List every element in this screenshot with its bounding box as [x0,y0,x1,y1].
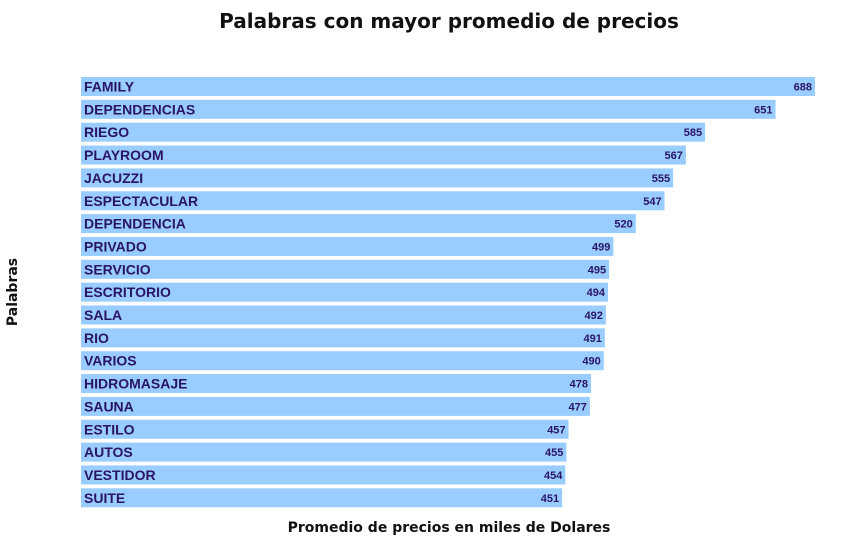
bars-group: FAMILY 688 DEPENDENCIAS 651 RIEGO 585 PLAYROOM… [81,77,815,508]
bar-estilo [81,419,569,439]
category-label: SUITE [84,490,125,506]
category-label: SERVICIO [84,261,151,277]
bar-autos [81,442,567,462]
category-label: DEPENDENCIA [84,216,186,232]
value-label: 651 [754,104,772,116]
value-label: 495 [588,264,606,276]
value-label: 688 [794,82,812,94]
bar-espectacular [81,191,665,211]
bar-jacuzzi [81,168,674,188]
value-label: 455 [545,447,563,459]
value-label: 490 [582,356,600,368]
category-label: ESTILO [84,421,135,437]
category-label: RIEGO [84,124,129,140]
category-label: FAMILY [84,79,135,95]
value-label: 491 [583,333,601,345]
category-label: SALA [84,307,122,323]
category-label: AUTOS [84,444,133,460]
value-label: 477 [569,401,587,413]
bar-sauna [81,396,590,416]
category-label: ESCRITORIO [84,284,171,300]
bar-dependencias [81,99,776,119]
value-label: 520 [614,219,632,231]
category-label: DEPENDENCIAS [84,101,195,117]
value-label: 499 [592,241,610,253]
category-label: JACUZZI [84,170,143,186]
category-label: PRIVADO [84,238,147,254]
bar-sala [81,305,606,325]
category-label: RIO [84,330,109,346]
value-label: 555 [652,173,670,185]
bar-vestidor [81,465,566,485]
category-label: VESTIDOR [84,467,156,483]
y-axis-label: Palabras [5,258,21,326]
bar-suite [81,488,563,508]
bar-servicio [81,259,610,279]
bar-privado [81,236,614,256]
value-label: 494 [587,287,606,299]
value-label: 567 [665,150,683,162]
category-label: PLAYROOM [84,147,164,163]
value-label: 454 [544,470,563,482]
bar-dependencia [81,214,636,234]
bar-varios [81,351,604,371]
category-label: HIDROMASAJE [84,376,187,392]
bar-playroom [81,145,686,165]
value-label: 457 [547,424,565,436]
value-label: 478 [570,379,588,391]
category-label: ESPECTACULAR [84,193,198,209]
bar-riego [81,122,706,142]
bar-escritorio [81,282,609,302]
value-label: 492 [585,310,603,322]
bar-hidromasaje [81,374,591,394]
category-label: SAUNA [84,398,134,414]
x-axis-label: Promedio de precios en miles de Dolares [288,520,611,536]
value-label: 451 [541,493,559,505]
bar-family [81,77,815,96]
chart-title: Palabras con mayor promedio de precios [219,9,679,33]
value-label: 585 [684,127,702,139]
category-label: VARIOS [84,353,137,369]
bar-rio [81,328,605,348]
value-label: 547 [643,196,661,208]
